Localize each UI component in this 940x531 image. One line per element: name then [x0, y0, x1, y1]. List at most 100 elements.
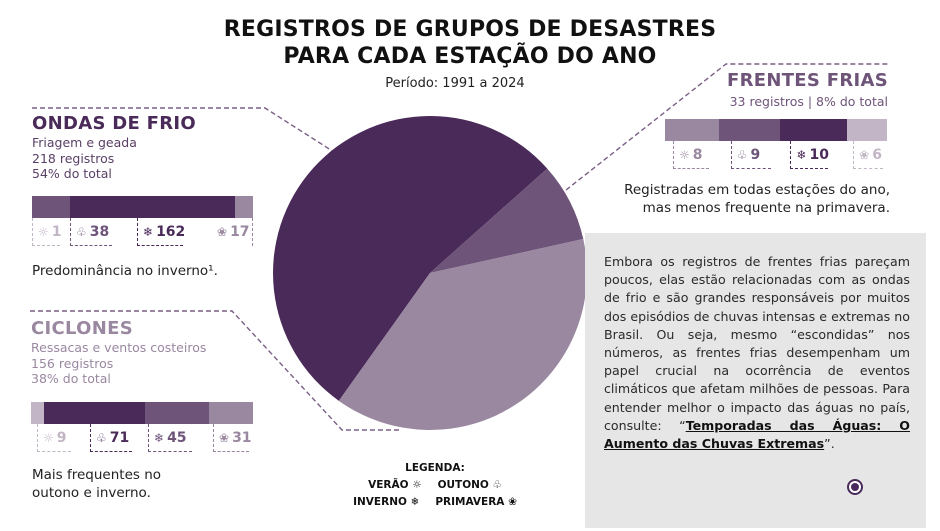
ciclones-caption: Mais frequentes no outono e inverno. — [32, 466, 161, 502]
bar-seg-verao — [665, 119, 719, 141]
legend-verao: VERÃO ☼ — [368, 479, 422, 491]
snowflake-icon: ❄ — [143, 225, 154, 239]
ondas-breakdown: ☼ 1 ♧ 38 ❄ 162 ❀ 17 — [32, 196, 253, 246]
snowflake-icon: ❄ — [154, 431, 165, 445]
ciclones-bar — [31, 402, 253, 424]
count-verao: ☼ 8 — [673, 141, 731, 169]
ciclones-info: Ressacas e ventos costeiros 156 registro… — [31, 340, 281, 387]
sun-icon: ☼ — [679, 148, 690, 162]
legend-outono: OUTONO ♧ — [437, 479, 502, 491]
count-value: 9 — [750, 147, 761, 163]
ciclones-pct: 38% do total — [31, 371, 111, 386]
ciclones-caption-1: Mais frequentes no — [32, 467, 162, 483]
legend-primavera: PRIMAVERA ❀ — [435, 496, 517, 508]
bar-seg-inverno — [780, 119, 847, 141]
count-value: 8 — [692, 147, 703, 163]
explanation-box: Embora os registros de frentes frias par… — [585, 233, 926, 528]
count-outono: ♧ 71 — [90, 424, 148, 452]
legend-inverno: INVERNO ❄ — [353, 496, 420, 508]
count-primavera: ❀ 17 — [213, 218, 253, 246]
explanation-end: ”. — [824, 436, 835, 452]
connector-frentes — [565, 63, 890, 191]
leaf-icon: ♧ — [76, 225, 87, 239]
pie-slice-ciclones — [338, 239, 588, 431]
flower-icon: ❀ — [219, 431, 230, 445]
count-verao: ☼ 1 — [32, 218, 70, 246]
ciclones-breakdown: ☼ 9 ♧ 71 ❄ 45 ❀ 31 — [31, 402, 253, 452]
legend: LEGENDA: VERÃO ☼ OUTONO ♧ INVERNO ❄ PRIMAV… — [330, 460, 540, 511]
count-value: 38 — [89, 224, 110, 240]
bar-seg-outono — [44, 402, 145, 424]
leaf-icon: ♧ — [96, 431, 107, 445]
bar-seg-verao — [32, 196, 70, 218]
ondas-desc: Friagem e geada — [32, 135, 137, 150]
count-value: 162 — [156, 224, 186, 240]
chart-title: REGISTROS DE GRUPOS DE DESASTRES PARA CA… — [0, 16, 940, 70]
bar-seg-inverno — [145, 402, 209, 424]
frentes-breakdown: ☼ 8 ♧ 9 ❄ 10 ❀ 6 — [665, 119, 887, 169]
count-outono: ♧ 38 — [70, 218, 137, 246]
frentes-title: FRENTES FRIAS — [727, 70, 888, 91]
count-inverno: ❄ 45 — [148, 424, 213, 452]
connector-ondas — [32, 107, 335, 153]
ondas-registros: 218 registros — [32, 150, 115, 166]
group-ondas-de-frio: ONDAS DE FRIO Friagem e geada 218 regist… — [32, 113, 262, 182]
ondas-pct: 54% do total — [32, 166, 112, 181]
count-inverno: ❄ 10 — [790, 141, 853, 169]
ciclones-caption-2: outono e inverno. — [32, 485, 151, 501]
leaf-icon: ♧ — [736, 148, 748, 162]
ondas-info: Friagem e geada 218 registros 54% do tot… — [32, 135, 262, 182]
flower-icon: ❀ — [217, 225, 228, 239]
frentes-info: 33 registros | 8% do total — [729, 94, 888, 109]
count-outono: ♧ 9 — [730, 141, 791, 169]
article-link[interactable]: Temporadas das Águas: O Aumento das Chuv… — [604, 417, 910, 452]
count-value: 17 — [230, 224, 250, 240]
bar-seg-outono — [719, 119, 780, 141]
explanation-body: Embora os registros de frentes frias par… — [604, 254, 910, 433]
pie-slice-frentes-frias — [430, 168, 584, 273]
ciclones-title: CICLONES — [31, 318, 133, 339]
count-primavera: ❀ 31 — [213, 424, 253, 452]
count-value: 9 — [56, 430, 67, 446]
snowflake-icon: ❄ — [796, 148, 807, 162]
chart-subtitle: Período: 1991 a 2024 — [385, 76, 525, 91]
count-value: 1 — [51, 224, 62, 240]
legend-row-1: VERÃO ☼ OUTONO ♧ — [330, 477, 540, 494]
sun-icon: ☼ — [43, 431, 54, 445]
ondas-counts: ☼ 1 ♧ 38 ❄ 162 ❀ 17 — [32, 218, 253, 246]
ciclones-desc: Ressacas e ventos costeiros — [31, 340, 207, 355]
bar-seg-primavera — [235, 196, 253, 218]
title-line-2: PARA CADA ESTAÇÃO DO ANO — [283, 44, 657, 69]
sun-icon: ☼ — [38, 225, 49, 239]
frentes-caption-2: mas menos frequente na primavera. — [642, 200, 890, 216]
legend-row-2: INVERNO ❄ PRIMAVERA ❀ — [330, 494, 540, 511]
group-frentes-frias: FRENTES FRIAS 33 registros | 8% do total — [640, 70, 888, 110]
title-line-1: REGISTROS DE GRUPOS DE DESASTRES — [223, 17, 717, 42]
frentes-caption: Registradas em todas estações do ano, ma… — [560, 181, 890, 217]
count-value: 10 — [809, 147, 829, 163]
frentes-counts: ☼ 8 ♧ 9 ❄ 10 ❀ 6 — [665, 141, 887, 169]
flower-icon: ❀ — [859, 148, 870, 162]
bar-seg-verao — [31, 402, 44, 424]
frentes-bar — [665, 119, 887, 141]
count-value: 71 — [109, 430, 130, 446]
group-ciclones: CICLONES Ressacas e ventos costeiros 156… — [31, 318, 281, 387]
cursor-indicator — [847, 479, 863, 495]
count-primavera: ❀ 6 — [853, 141, 887, 169]
bar-seg-primavera — [209, 402, 253, 424]
ciclones-counts: ☼ 9 ♧ 71 ❄ 45 ❀ 31 — [31, 424, 253, 452]
ondas-caption: Predominância no inverno¹. — [32, 263, 218, 279]
ondas-title: ONDAS DE FRIO — [32, 113, 197, 134]
frentes-caption-1: Registradas em todas estações do ano, — [624, 182, 890, 198]
bar-seg-primavera — [847, 119, 887, 141]
count-value: 6 — [872, 147, 882, 163]
ciclones-registros: 156 registros — [31, 355, 114, 371]
count-value: 45 — [167, 430, 187, 446]
bar-seg-inverno — [70, 196, 235, 218]
count-verao: ☼ 9 — [37, 424, 90, 452]
explanation-text: Embora os registros de frentes frias par… — [604, 253, 910, 453]
connector-ciclones — [30, 310, 400, 431]
count-inverno: ❄ 162 — [137, 218, 213, 246]
legend-title: LEGENDA: — [405, 462, 465, 474]
